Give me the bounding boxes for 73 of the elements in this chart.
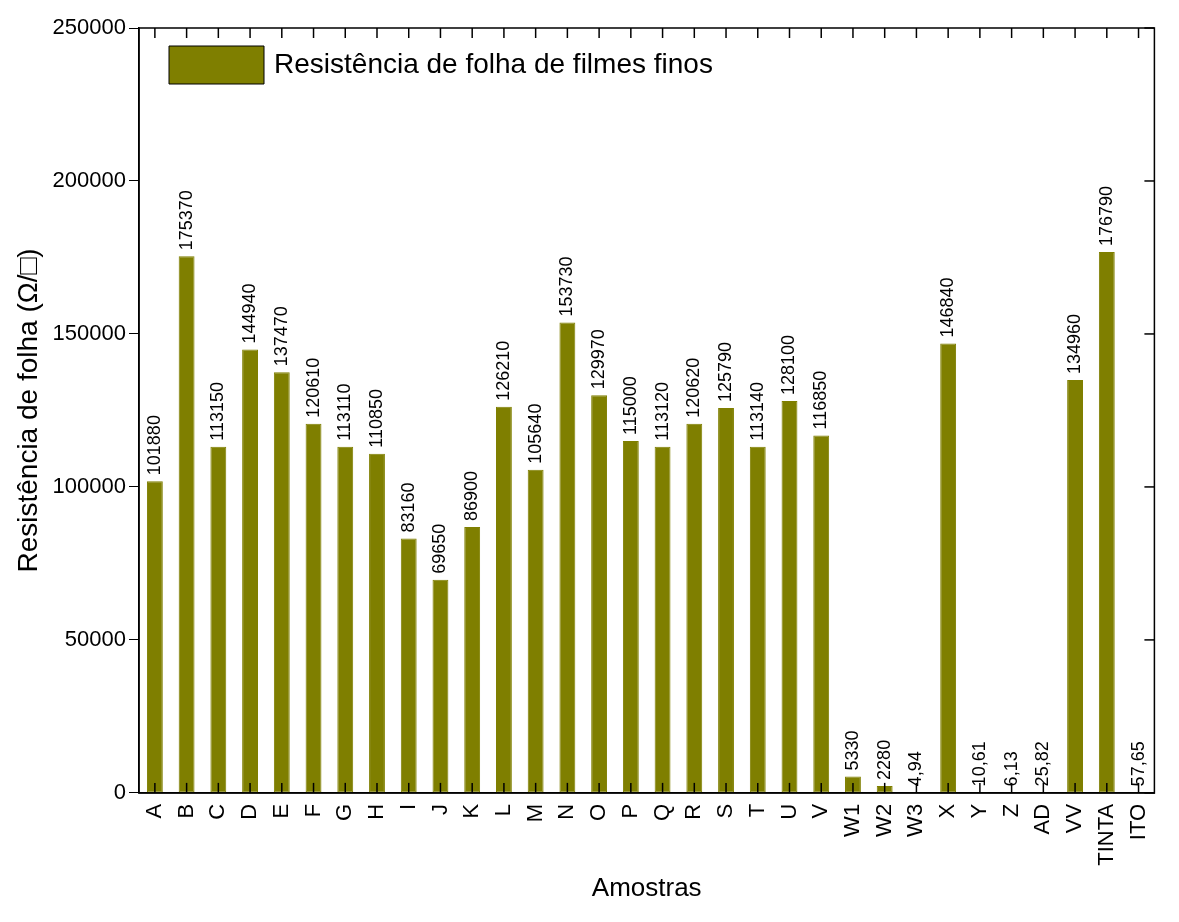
data-label: 57,65: [1127, 741, 1148, 787]
data-label: 125790: [715, 341, 735, 403]
x-axis-title: Amostras: [591, 871, 702, 902]
data-label: 120610: [302, 357, 323, 418]
x-tick-label: ITO: [1124, 803, 1150, 841]
data-label: 6,13: [1000, 751, 1021, 787]
data-label: 113110: [334, 383, 355, 441]
y-tick-label: 150000: [52, 320, 127, 346]
x-tick-label: P: [616, 803, 642, 819]
data-label: 110850: [365, 389, 386, 448]
x-tick-label: V: [807, 803, 833, 819]
data-label: 86900: [461, 470, 482, 522]
x-tick-label: Z: [997, 803, 1023, 818]
y-tick-label: 100000: [52, 472, 127, 498]
x-tick-label: D: [236, 803, 262, 820]
x-tick-label: I: [394, 803, 420, 811]
x-tick-label: T: [743, 803, 769, 818]
x-tick-label: W1: [839, 803, 865, 837]
data-label: 113150: [207, 381, 228, 441]
data-label: 176790: [1095, 185, 1116, 246]
x-tick-label: Y: [965, 803, 991, 819]
y-tick-label: 200000: [52, 167, 127, 193]
x-tick-label: W2: [870, 803, 896, 837]
data-label: 146840: [937, 277, 958, 338]
data-label: 153730: [556, 256, 577, 317]
data-label: 116850: [810, 370, 831, 430]
x-tick-label: H: [363, 803, 389, 820]
x-tick-label: L: [489, 803, 515, 817]
data-label: 128100: [778, 334, 799, 395]
legend-label: Resistência de folha de filmes finos: [274, 47, 713, 79]
x-tick-label: VV: [1061, 803, 1087, 834]
data-label: 5330: [841, 730, 862, 771]
x-tick-label: TINTA: [1092, 803, 1118, 866]
x-tick-label: X: [934, 803, 960, 819]
data-label: 2280: [873, 739, 894, 780]
data-label: 120620: [683, 357, 704, 418]
x-tick-label: S: [712, 803, 738, 819]
y-axis-title: Resistência de folha (Ω/□): [11, 248, 43, 573]
data-label: 113140: [746, 381, 767, 441]
data-label: 101880: [143, 415, 164, 476]
data-label: 83160: [397, 482, 418, 533]
x-tick-label: G: [331, 803, 357, 822]
x-tick-label: E: [267, 803, 293, 819]
data-label: 144940: [239, 283, 260, 344]
x-tick-label: AD: [1029, 803, 1055, 835]
y-tick-label: 0: [113, 778, 127, 804]
x-tick-label: W3: [902, 803, 928, 837]
data-label: 134960: [1064, 313, 1085, 374]
data-label: 4,94: [905, 751, 926, 787]
data-label: 10,61: [968, 741, 989, 787]
x-tick-label: J: [426, 803, 452, 815]
y-tick-label: 250000: [52, 14, 127, 40]
data-label: 25,82: [1032, 741, 1053, 787]
x-tick-label: Q: [648, 803, 674, 822]
x-tick-label: F: [299, 803, 325, 818]
data-label: 105640: [524, 403, 545, 464]
data-label: 115000: [619, 376, 640, 436]
x-tick-label: A: [140, 803, 166, 819]
data-label: 137470: [270, 306, 291, 367]
x-tick-label: C: [204, 803, 230, 820]
x-tick-label: K: [458, 803, 484, 819]
x-tick-label: U: [775, 803, 801, 820]
x-tick-label: R: [680, 803, 706, 820]
x-tick-label: N: [553, 803, 579, 820]
x-tick-label: B: [172, 803, 198, 819]
data-label: 69650: [429, 523, 450, 574]
x-tick-label: O: [585, 803, 611, 822]
y-tick-label: 50000: [64, 625, 127, 651]
data-label: 113120: [651, 382, 672, 441]
data-label: 175370: [175, 190, 196, 251]
data-label: 126210: [492, 340, 513, 401]
data-label: 129970: [588, 329, 609, 390]
x-tick-label: M: [521, 803, 547, 823]
